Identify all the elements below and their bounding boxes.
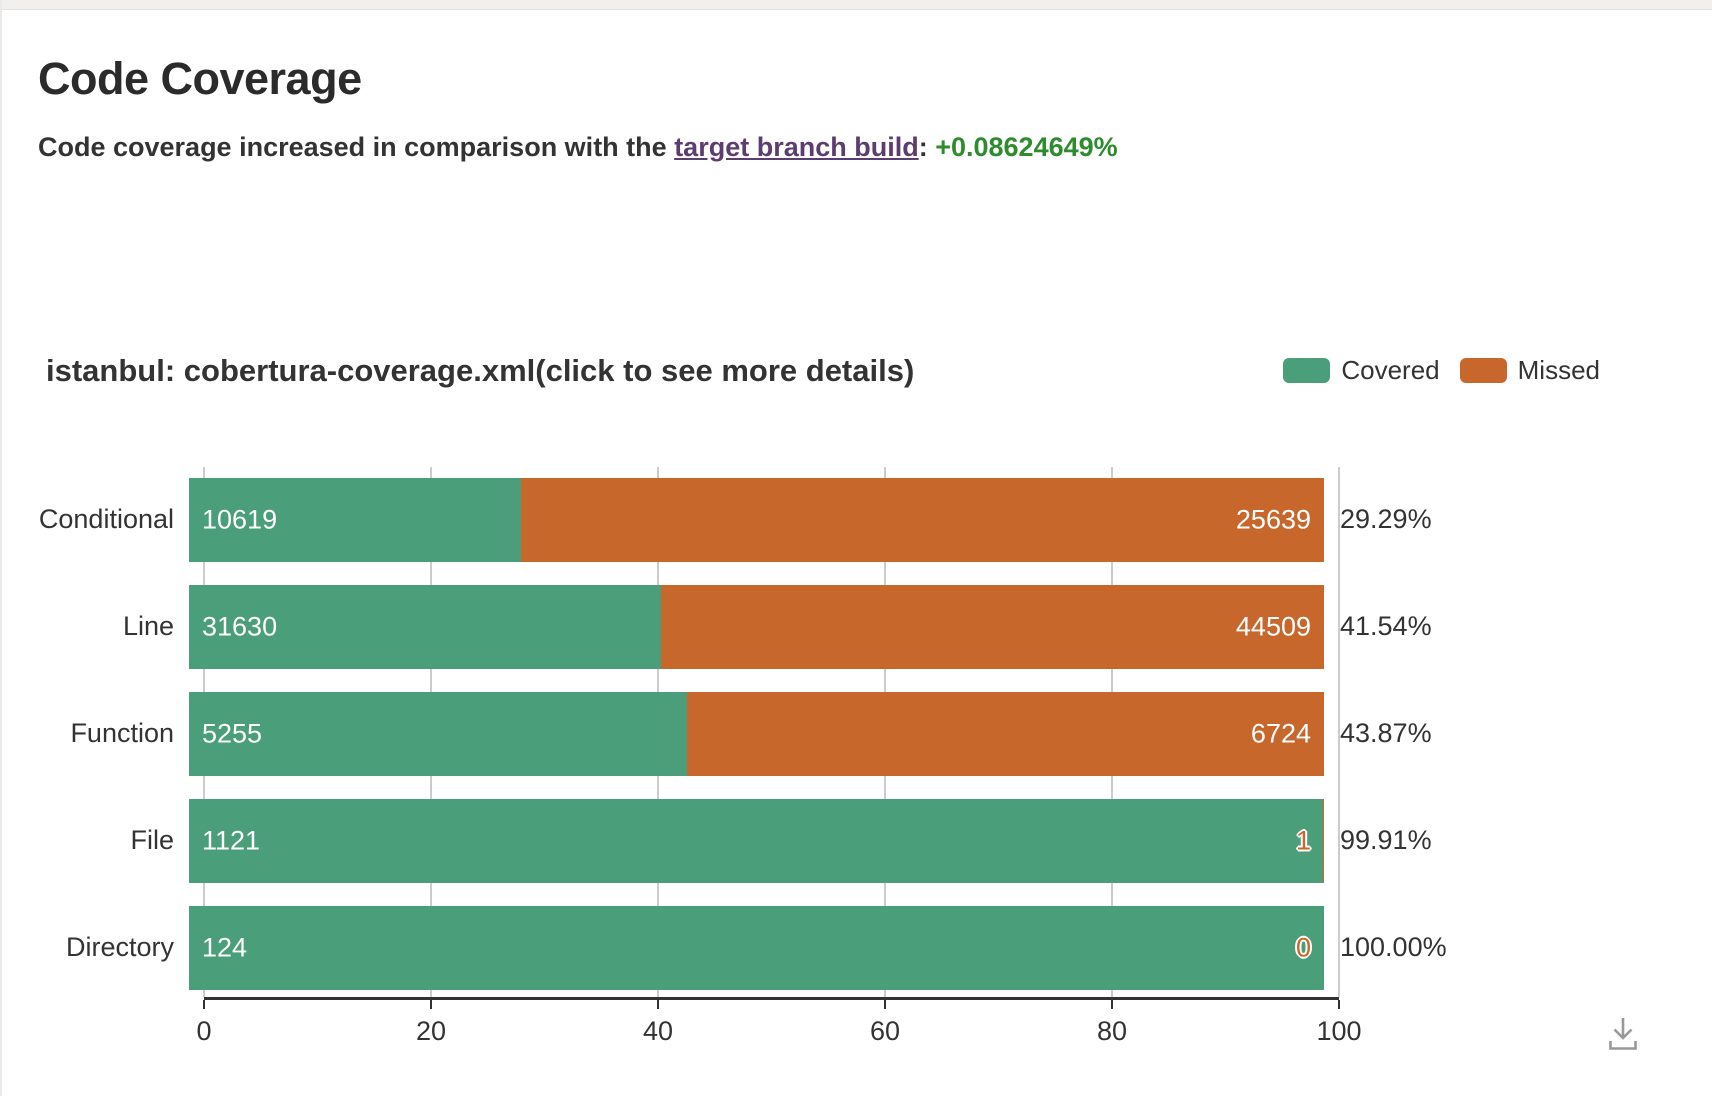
covered-segment [189, 477, 522, 562]
percentage-label: 29.29% [1340, 504, 1432, 534]
legend-item-covered[interactable]: Covered [1283, 355, 1440, 386]
chart-title[interactable]: istanbul: cobertura-coverage.xml(click t… [46, 352, 915, 388]
covered-value-label: 10619 [202, 504, 278, 534]
covered-value-label: 5255 [202, 718, 263, 748]
axis-tick [657, 999, 659, 1009]
missed-segment [686, 691, 1324, 776]
axis-tick-label: 80 [1096, 1015, 1128, 1046]
percentage-label: 43.87% [1340, 718, 1432, 748]
window-top-strip [2, 0, 1712, 10]
missed-segment [660, 584, 1324, 669]
category-label: Line [122, 611, 174, 641]
axis-tick [884, 999, 886, 1009]
missed-value-label: 1 [1295, 825, 1311, 855]
bar-row-file: File 1121 1 99.91% [2, 798, 1712, 883]
summary-colon: : [918, 131, 936, 162]
coverage-bar[interactable]: 1121 1 [189, 798, 1324, 883]
axis-tick [1111, 999, 1113, 1009]
covered-value-label: 1121 [202, 825, 261, 855]
bar-row-line: Line 31630 44509 41.54% [2, 584, 1712, 669]
covered-value-label: 31630 [202, 611, 278, 641]
axis-tick-label: 60 [869, 1015, 901, 1046]
category-label: Function [70, 718, 174, 748]
coverage-summary-text: Code coverage increased in comparison wi… [38, 132, 1712, 163]
bar-rows: Conditional 10619 25639 29.29% Line 3163… [2, 467, 1712, 997]
percentage-label: 99.91% [1340, 825, 1432, 855]
missed-segment [1322, 798, 1324, 883]
chart-legend: Covered Missed [1283, 355, 1600, 386]
axis-tick [1338, 999, 1340, 1009]
coverage-delta-value: +0.08624649% [935, 131, 1118, 162]
coverage-bar[interactable]: 124 0 [189, 905, 1324, 990]
percentage-label: 41.54% [1340, 611, 1432, 641]
gridline [1338, 466, 1340, 997]
category-label: File [130, 825, 174, 855]
axis-tick-label: 20 [415, 1015, 447, 1046]
missed-value-label: 25639 [1235, 504, 1311, 534]
axis-tick [430, 999, 432, 1009]
coverage-bar[interactable]: 31630 44509 [189, 584, 1324, 669]
covered-swatch-icon [1283, 358, 1331, 383]
summary-prefix: Code coverage increased in comparison wi… [38, 131, 675, 162]
bar-row-conditional: Conditional 10619 25639 29.29% [2, 477, 1712, 562]
coverage-bar[interactable]: 5255 6724 [189, 691, 1324, 776]
missed-value-label: 0 [1295, 932, 1311, 962]
legend-covered-label: Covered [1341, 355, 1440, 385]
missed-value-label: 44509 [1235, 611, 1311, 641]
covered-segment [189, 691, 687, 776]
covered-segment [189, 798, 1323, 883]
target-branch-build-link[interactable]: target branch build [674, 131, 919, 162]
axis-tick [203, 999, 205, 1009]
axis-tick-label: 40 [642, 1015, 674, 1046]
x-axis: 0 20 40 60 80 100 [196, 996, 1362, 1059]
page-title: Code Coverage [38, 53, 362, 104]
covered-segment [189, 905, 1324, 990]
percentage-label: 100.00% [1340, 932, 1447, 962]
category-label: Directory [65, 932, 174, 962]
axis-tick-label: 100 [1316, 1015, 1362, 1046]
covered-segment [189, 584, 661, 669]
coverage-bar[interactable]: 10619 25639 [189, 477, 1324, 562]
bar-row-function: Function 5255 6724 43.87% [2, 691, 1712, 776]
covered-value-label: 124 [202, 932, 248, 962]
missed-swatch-icon [1459, 358, 1507, 383]
coverage-chart: Conditional 10619 25639 29.29% Line 3163… [2, 466, 1712, 1059]
legend-missed-label: Missed [1517, 355, 1600, 385]
missed-value-label: 6724 [1250, 718, 1311, 748]
category-label: Conditional [38, 504, 174, 534]
missed-segment [521, 477, 1324, 562]
download-icon[interactable] [1600, 1013, 1646, 1059]
bar-row-directory: Directory 124 0 100.00% [2, 905, 1712, 990]
legend-item-missed[interactable]: Missed [1459, 355, 1600, 386]
axis-tick-label: 0 [196, 1015, 212, 1046]
